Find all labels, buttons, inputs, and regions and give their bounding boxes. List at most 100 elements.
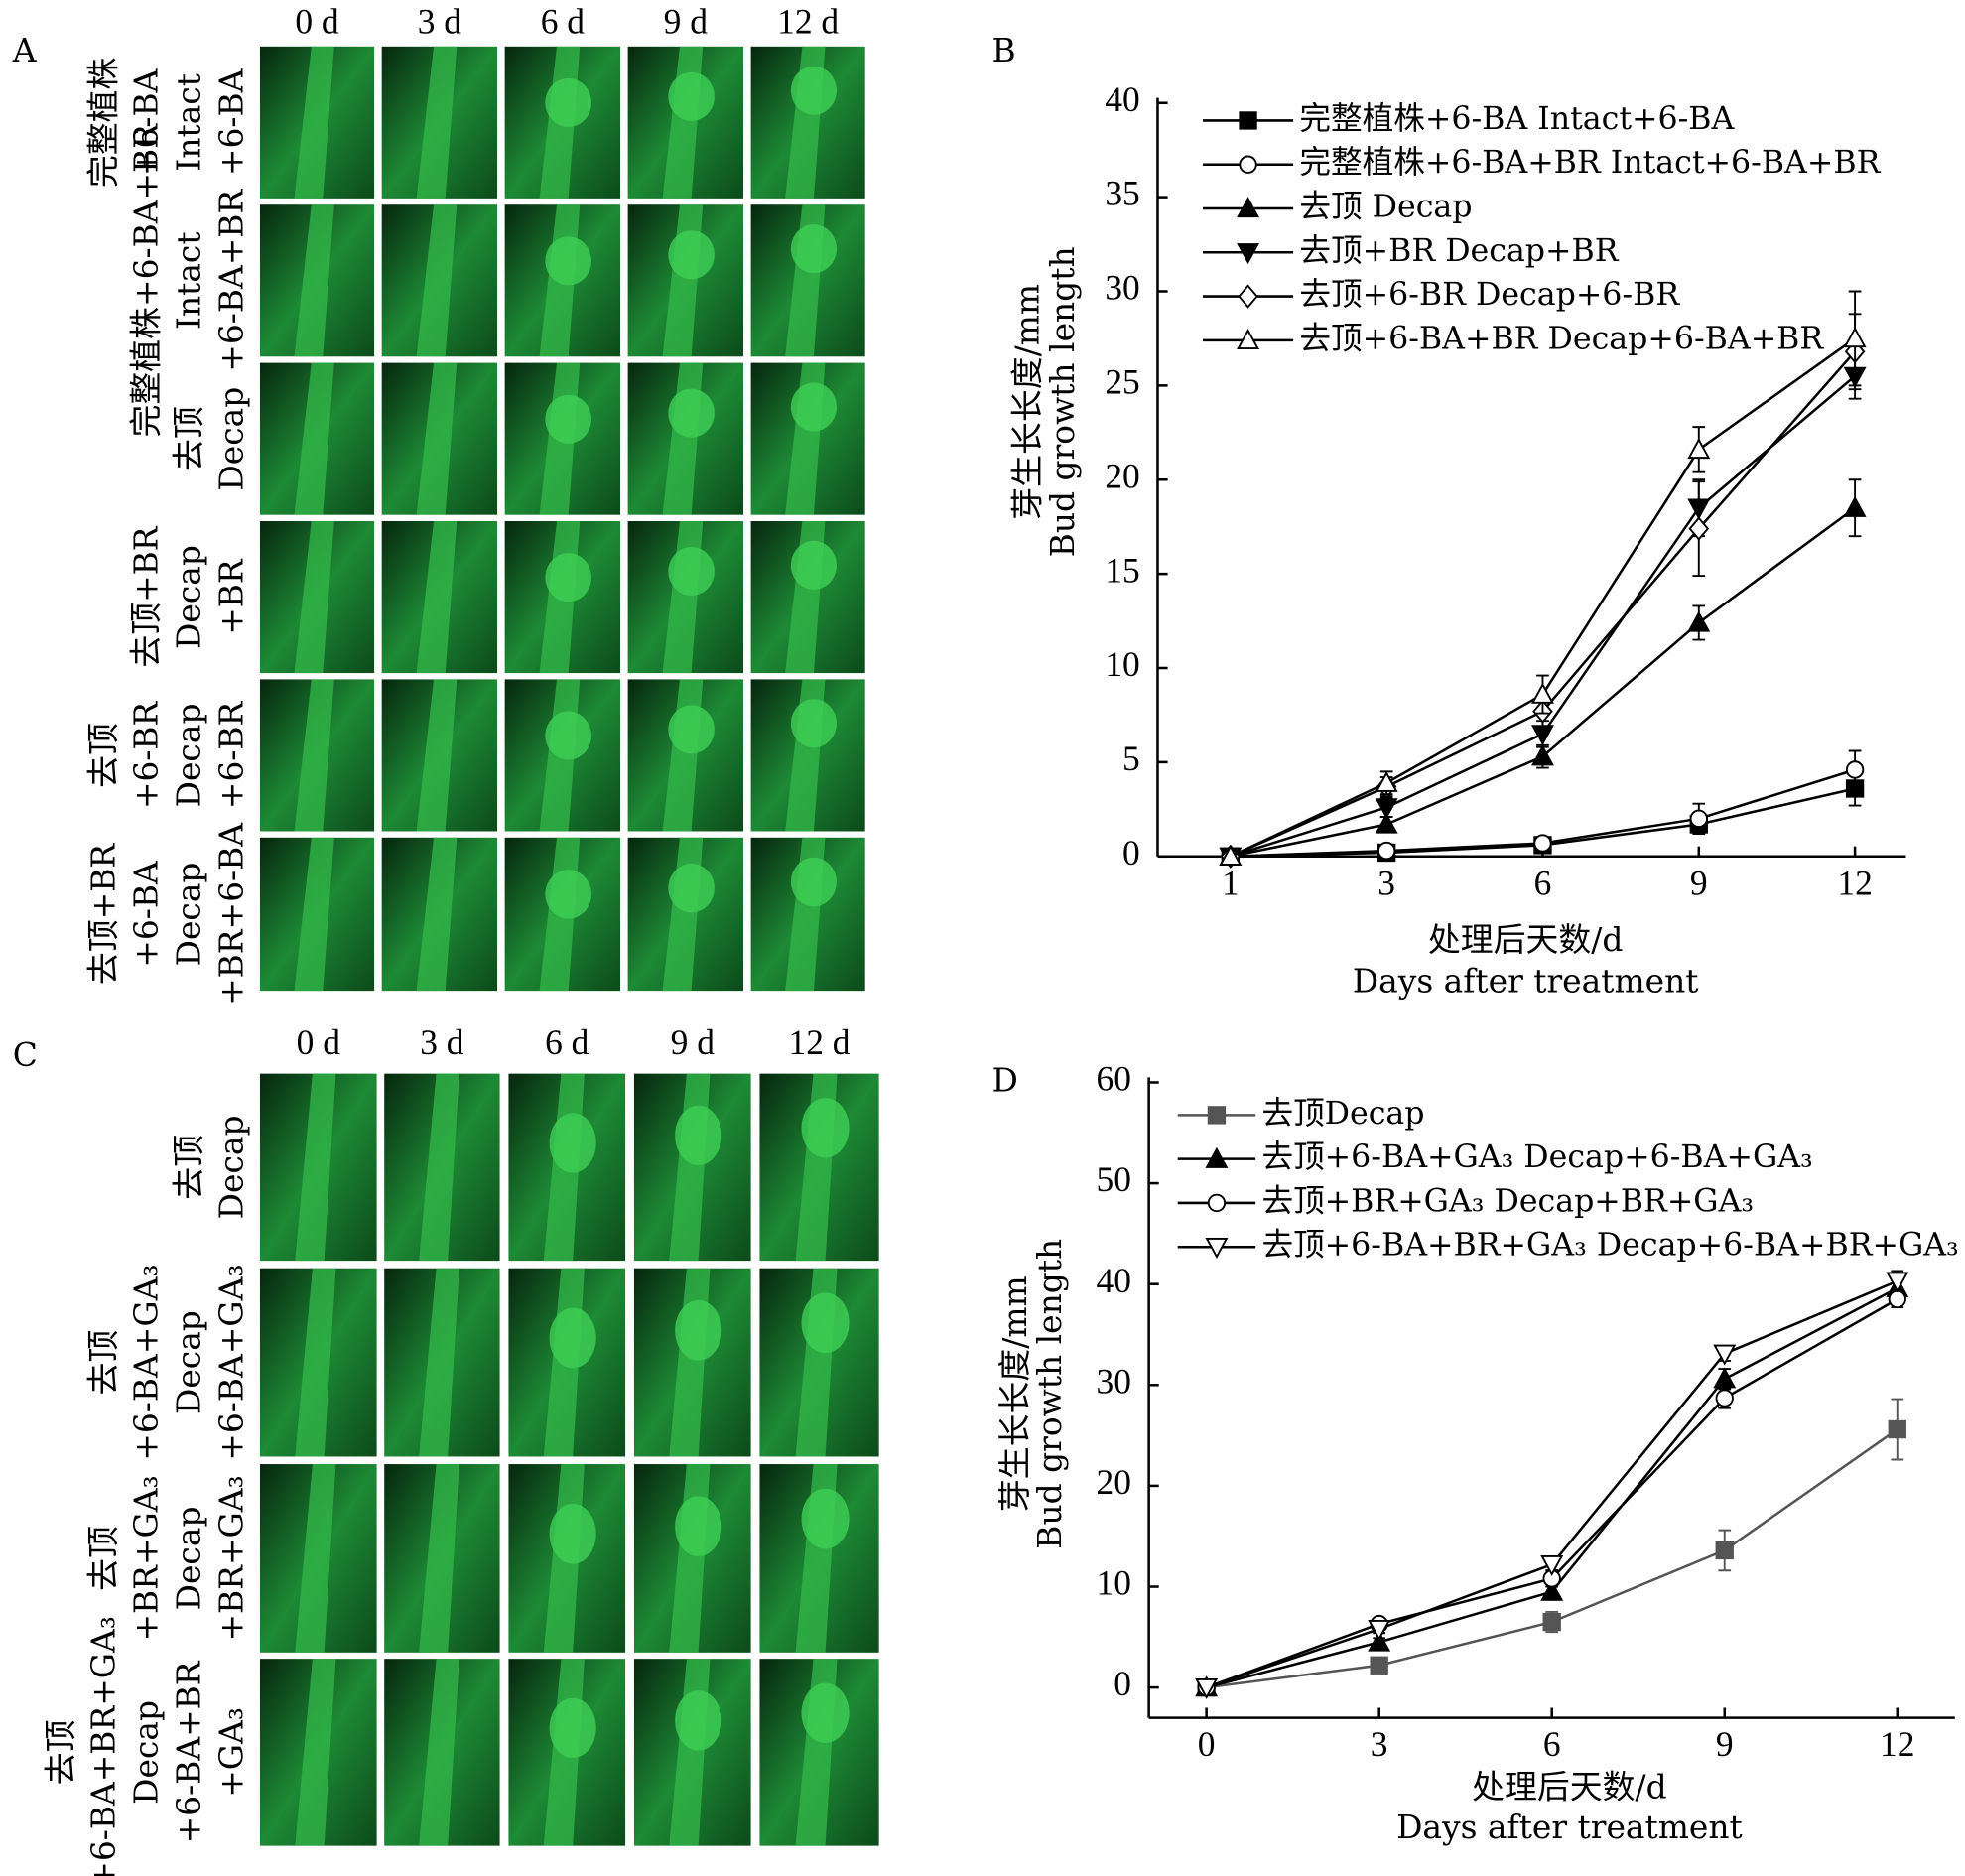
x-tick-label: 0 (1198, 1724, 1216, 1764)
row-label: Decap (169, 1507, 207, 1611)
x-tick-label: 1 (1222, 863, 1240, 902)
x-tick-label: 3 (1377, 863, 1395, 902)
marker (1239, 111, 1257, 130)
leaf (545, 870, 591, 919)
stem (419, 1073, 459, 1262)
marker (1715, 1389, 1734, 1407)
stem (295, 1073, 336, 1262)
stem (416, 837, 458, 992)
marker (1237, 243, 1260, 265)
leaf (801, 1292, 850, 1354)
row-label: Decap (211, 387, 250, 491)
leaf (801, 1098, 850, 1158)
x-tick-label: 6 (1534, 863, 1552, 902)
marker (1237, 197, 1260, 218)
marker (1843, 327, 1867, 348)
marker (1531, 725, 1554, 746)
row-label: 去顶 (41, 1720, 79, 1786)
stem (416, 362, 458, 515)
row-label: 去顶+BR (126, 525, 165, 667)
leaf (790, 540, 837, 590)
stem (294, 521, 334, 674)
row-label: +6-BA+GA₃ (126, 1264, 165, 1460)
marker (1376, 841, 1396, 861)
column-header: 0 d (295, 1, 339, 41)
column-header: 6 d (541, 1, 586, 41)
leaf (549, 1503, 596, 1564)
marker (1531, 682, 1554, 704)
marker (1207, 1193, 1227, 1213)
x-axis-label: 处理后天数/d (1428, 920, 1624, 959)
stem (294, 204, 334, 357)
column-header: 9 d (664, 1, 709, 41)
row-label: +GA₃ (211, 1707, 250, 1798)
y-axis-label: Bud growth length (1030, 1239, 1069, 1549)
leaf (668, 547, 715, 597)
marker (1886, 1272, 1909, 1293)
x-tick-label: 6 (1543, 1724, 1561, 1764)
row-label: 去顶 (169, 1135, 207, 1200)
marker (1375, 812, 1398, 834)
row-label: Decap (211, 1115, 250, 1219)
legend-label: 完整植株+6-BA Intact+6-BA (1299, 101, 1735, 137)
row-label: Decap (126, 1700, 165, 1805)
marker (1368, 1620, 1391, 1642)
leaf (545, 553, 591, 603)
row-label: +6-BR (126, 700, 165, 809)
row-label: +6-BA (126, 67, 165, 176)
x-axis-label: Days after treatment (1353, 962, 1699, 1001)
leaf (545, 394, 591, 444)
row-label: +BR (211, 558, 250, 635)
leaf (790, 224, 837, 274)
series-line (1230, 336, 1856, 858)
leaf (668, 705, 715, 754)
x-tick-label: 3 (1371, 1724, 1388, 1764)
y-tick-label: 30 (1097, 1361, 1131, 1401)
marker (1540, 1554, 1564, 1577)
marker (1531, 744, 1554, 766)
marker (1689, 809, 1708, 828)
marker (1542, 1612, 1561, 1632)
legend-label: 去顶+6-BA+BR Decap+6-BA+BR (1299, 321, 1824, 356)
marker (1533, 834, 1552, 853)
marker (1205, 1238, 1229, 1260)
legend-label: 去顶+6-BA+BR+GA₃ Decap+6-BA+BR+GA₃ (1261, 1228, 1958, 1264)
leaf (675, 1496, 722, 1557)
row-label: +6-BR (211, 700, 250, 809)
y-tick-label: 40 (1097, 1261, 1131, 1300)
legend-label: 完整植株+6-BA+BR Intact+6-BA+BR (1299, 145, 1881, 181)
y-tick-label: 10 (1105, 644, 1139, 684)
row-label: +BR+6-BA (211, 822, 250, 1005)
row-label: +6-BA+BR (169, 1660, 207, 1843)
marker (1239, 155, 1257, 174)
row-label: 去顶 (83, 1330, 122, 1396)
legend-label: 去顶 Decap (1299, 190, 1472, 225)
leaf (675, 1105, 722, 1165)
row-label: +6-BA (126, 860, 165, 968)
marker (1205, 1146, 1229, 1168)
row-label: 完整植株+6-BA+BR (126, 123, 165, 438)
y-tick-label: 10 (1097, 1563, 1131, 1603)
x-tick-label: 9 (1716, 1724, 1734, 1764)
marker (1375, 798, 1398, 820)
marker (1843, 495, 1867, 517)
y-tick-label: 0 (1122, 833, 1140, 872)
column-header: 9 d (671, 1022, 716, 1062)
y-tick-label: 60 (1097, 1059, 1131, 1099)
marker (1687, 610, 1711, 632)
x-tick-label: 9 (1690, 863, 1708, 902)
y-tick-label: 50 (1097, 1159, 1131, 1199)
stem (419, 1464, 459, 1653)
y-tick-label: 20 (1097, 1462, 1131, 1502)
row-label: Intact (169, 231, 207, 330)
stem (419, 1659, 459, 1846)
row-label: +BR+GA₃ (126, 1475, 165, 1641)
row-label: 完整植株 (83, 57, 122, 188)
panel-label: B (991, 31, 1015, 69)
row-label: 去顶 (83, 1526, 122, 1591)
y-axis-label: 芽生长长度/mm (1007, 284, 1046, 520)
row-label: Intact (169, 73, 207, 172)
marker (1888, 1419, 1906, 1439)
marker (1375, 770, 1398, 792)
